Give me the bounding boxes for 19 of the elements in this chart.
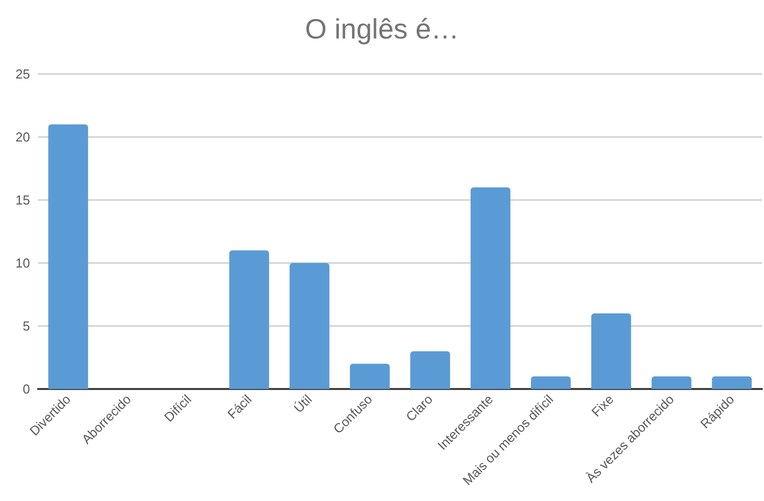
bar — [591, 313, 632, 389]
bar — [470, 187, 510, 389]
bar — [712, 376, 752, 389]
bar — [652, 376, 692, 389]
x-tick-label: Útil — [290, 392, 315, 416]
x-tick-label: Fixe — [588, 392, 616, 420]
bar — [350, 364, 390, 389]
bar — [410, 351, 450, 389]
bar — [530, 376, 571, 389]
y-tick-label: 5 — [22, 318, 30, 334]
y-tick-label: 20 — [16, 130, 30, 144]
y-tick-label: 10 — [16, 256, 30, 270]
chart-title: O inglês é… — [304, 14, 460, 44]
bar — [229, 250, 270, 389]
bar — [48, 124, 88, 389]
y-tick-label: 15 — [16, 192, 30, 208]
y-tick-label: 0 — [22, 382, 30, 396]
bar — [290, 263, 330, 389]
y-tick-label: 25 — [16, 66, 30, 82]
